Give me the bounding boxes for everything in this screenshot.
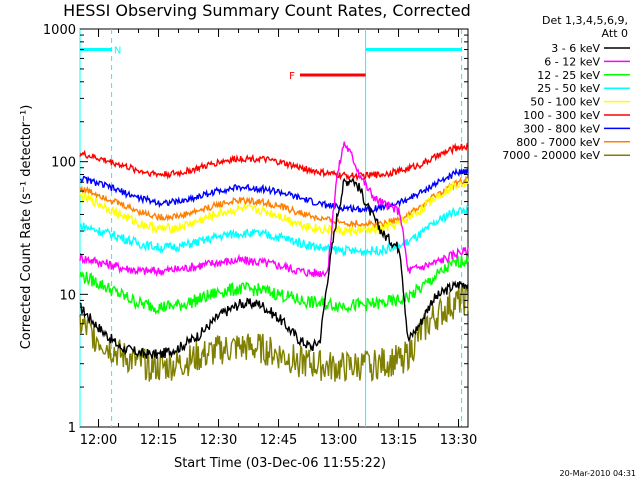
legend-label: 50 - 100 keV [530,96,600,109]
series-line [79,142,469,182]
series-line [79,177,469,359]
x-tick-label: 13:00 [320,433,357,448]
legend-label: 25 - 50 keV [537,82,600,95]
y-tick-label: 10 [59,288,76,303]
legend-label: 7000 - 20000 keV [502,149,600,162]
x-tick-label: 12:45 [260,433,297,448]
x-tick-label: 12:00 [80,433,117,448]
series-line [79,204,469,258]
y-axis-label: Corrected Count Rate (s⁻¹ detector⁻¹) [19,105,34,350]
interval-label: N [114,46,121,57]
legend-header-line-2: Att 0 [602,27,628,40]
legend-label: 3 - 6 keV [551,42,600,55]
legend-label: 300 - 800 keV [523,122,600,135]
y-axis: 1 10 100 1000 [43,23,468,436]
legend-label: 100 - 300 keV [523,109,600,122]
chart-title: HESSI Observing Summary Count Rates, Cor… [63,1,471,20]
x-tick-label: 13:30 [440,433,477,448]
footer-stamp: 20-Mar-2010 04:31 [560,469,637,478]
x-tick-label: 13:15 [380,433,417,448]
interval-bars: NF [80,46,462,82]
legend-label: 800 - 7000 keV [516,136,600,149]
series-line [79,284,469,383]
legend-header-line-1: Det 1,3,4,5,6,9, [542,14,628,27]
series-line [79,178,469,237]
y-tick-label: 1 [68,421,76,436]
series-line [79,141,469,278]
x-axis: 12:00 12:15 12:30 12:45 13:00 13:15 13:30 [80,29,477,448]
interval-label: F [289,71,295,82]
series-line [79,167,469,213]
y-tick-label: 1000 [43,23,76,38]
y-tick-label: 100 [51,156,76,171]
attenuator-boundaries [79,29,463,427]
x-axis-label: Start Time (03-Dec-06 11:55:22) [174,456,386,471]
legend-label: 12 - 25 keV [537,69,600,82]
x-tick-label: 12:15 [140,433,177,448]
series-layer [79,141,469,383]
legend-label: 6 - 12 keV [544,55,600,68]
x-tick-label: 12:30 [200,433,237,448]
